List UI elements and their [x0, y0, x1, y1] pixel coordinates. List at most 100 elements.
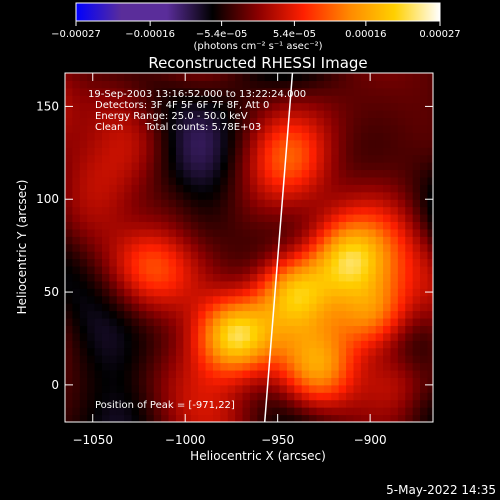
image-cell	[227, 214, 236, 223]
image-cell	[353, 117, 362, 126]
image-cell	[360, 414, 369, 422]
image-cell	[124, 273, 133, 282]
image-cell	[124, 87, 133, 96]
image-cell	[212, 139, 221, 148]
image-cell	[235, 407, 244, 416]
image-cell	[397, 176, 406, 185]
image-cell	[286, 221, 295, 230]
image-cell	[301, 280, 310, 289]
image-cell	[257, 332, 266, 341]
image-cell	[212, 169, 221, 178]
image-cell	[279, 228, 288, 237]
image-cell	[375, 347, 384, 356]
image-cell	[124, 414, 133, 422]
image-cell	[72, 80, 81, 89]
image-cell	[397, 377, 406, 386]
image-cell	[346, 191, 354, 200]
image-cell	[131, 147, 140, 156]
image-cell	[161, 110, 170, 119]
image-cell	[212, 355, 221, 364]
image-cell	[331, 325, 340, 334]
image-cell	[94, 184, 103, 193]
image-cell	[353, 124, 362, 133]
image-cell	[79, 132, 88, 141]
image-cell	[316, 258, 325, 267]
image-cell	[242, 318, 251, 326]
image-cell	[360, 199, 369, 208]
image-cell	[138, 258, 147, 267]
image-cell	[183, 347, 192, 356]
image-cell	[316, 184, 325, 193]
image-cell	[301, 199, 310, 208]
image-cell	[420, 318, 428, 326]
image-cell	[420, 280, 428, 289]
image-cell	[412, 80, 421, 89]
image-cell	[286, 139, 295, 148]
image-cell	[249, 73, 258, 81]
image-cell	[338, 340, 347, 349]
image-cell	[397, 266, 406, 274]
image-cell	[220, 147, 229, 156]
image-cell	[146, 273, 155, 282]
image-cell	[242, 117, 251, 126]
image-cell	[198, 266, 207, 274]
image-cell	[353, 280, 362, 289]
image-cell	[427, 80, 433, 89]
image-cell	[220, 176, 229, 185]
image-cell	[360, 228, 369, 237]
image-cell	[427, 139, 433, 148]
image-cell	[227, 132, 236, 141]
image-cell	[146, 355, 155, 364]
image-cell	[124, 132, 133, 141]
image-cell	[138, 228, 147, 237]
image-cell	[190, 95, 199, 104]
image-cell	[116, 407, 125, 416]
image-cell	[383, 273, 391, 282]
image-cell	[161, 206, 170, 215]
image-cell	[87, 251, 96, 260]
image-cell	[353, 73, 362, 81]
image-cell	[109, 102, 118, 111]
image-cell	[323, 87, 332, 96]
image-cell	[353, 310, 362, 319]
image-cell	[235, 355, 244, 364]
image-cell	[309, 370, 317, 378]
image-cell	[279, 162, 288, 171]
image-cell	[294, 362, 303, 371]
image-cell	[375, 370, 384, 378]
image-cell	[353, 228, 362, 237]
image-cell	[168, 147, 177, 156]
image-cell	[227, 221, 236, 230]
image-cell	[153, 355, 162, 364]
image-cell	[323, 288, 332, 297]
image-cell	[249, 303, 258, 312]
image-cell	[190, 236, 199, 245]
image-cell	[124, 162, 133, 171]
image-cell	[116, 362, 125, 371]
image-cell	[257, 310, 266, 319]
image-cell	[368, 332, 377, 341]
image-cell	[124, 332, 133, 341]
image-cell	[242, 147, 251, 156]
image-cell	[405, 399, 414, 408]
image-cell	[131, 176, 140, 185]
image-cell	[101, 221, 110, 230]
image-cell	[279, 370, 288, 378]
image-cell	[146, 407, 155, 416]
image-cell	[346, 102, 354, 111]
image-cell	[420, 95, 428, 104]
image-cell	[227, 110, 236, 119]
image-cell	[383, 147, 391, 156]
image-cell	[87, 102, 96, 111]
image-cell	[294, 273, 303, 282]
image-cell	[316, 191, 325, 200]
image-cell	[131, 132, 140, 141]
image-cell	[138, 295, 147, 304]
image-cell	[168, 191, 177, 200]
image-cell	[124, 228, 133, 237]
x-tick-label: −1050	[72, 433, 113, 447]
image-cell	[72, 399, 81, 408]
image-cell	[316, 347, 325, 356]
image-cell	[360, 154, 369, 163]
image-cell	[405, 407, 414, 416]
